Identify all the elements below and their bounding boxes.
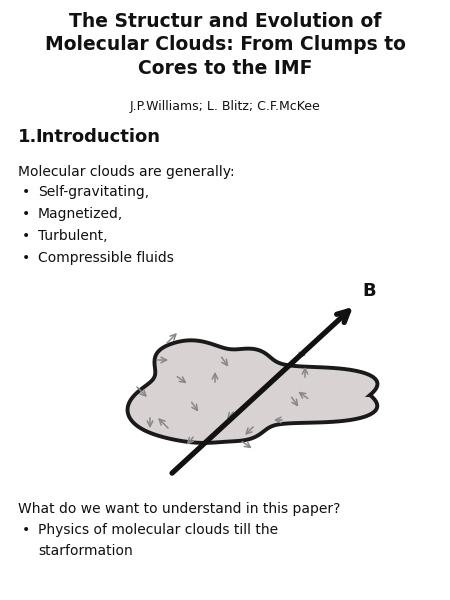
Text: The Structur and Evolution of
Molecular Clouds: From Clumps to
Cores to the IMF: The Structur and Evolution of Molecular … <box>45 12 405 78</box>
Text: •: • <box>22 207 30 221</box>
Text: B: B <box>362 282 376 300</box>
Text: •: • <box>22 251 30 265</box>
Text: Compressible fluids: Compressible fluids <box>38 251 174 265</box>
Polygon shape <box>127 340 378 443</box>
Text: J.P.Williams; L. Blitz; C.F.McKee: J.P.Williams; L. Blitz; C.F.McKee <box>130 100 320 113</box>
Text: 1.: 1. <box>18 128 37 146</box>
Text: Molecular clouds are generally:: Molecular clouds are generally: <box>18 165 234 179</box>
Text: Introduction: Introduction <box>35 128 160 146</box>
Text: starformation: starformation <box>38 544 133 558</box>
Text: •: • <box>22 229 30 243</box>
Text: What do we want to understand in this paper?: What do we want to understand in this pa… <box>18 502 340 516</box>
Text: Turbulent,: Turbulent, <box>38 229 108 243</box>
Text: Physics of molecular clouds till the: Physics of molecular clouds till the <box>38 523 278 537</box>
Text: Magnetized,: Magnetized, <box>38 207 123 221</box>
Text: •: • <box>22 523 30 537</box>
Text: Self-gravitating,: Self-gravitating, <box>38 185 149 199</box>
Text: •: • <box>22 185 30 199</box>
